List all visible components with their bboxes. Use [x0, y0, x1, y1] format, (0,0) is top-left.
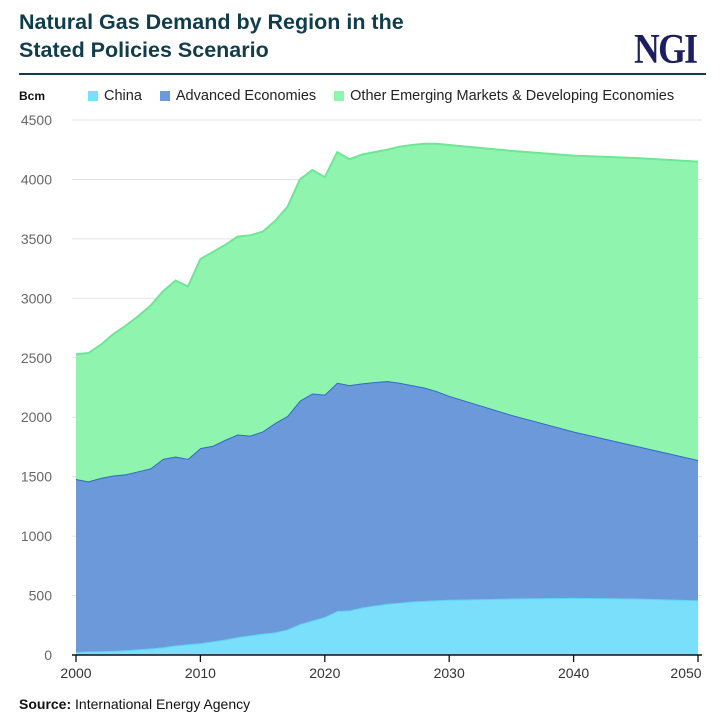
source-text: International Energy Agency — [75, 696, 251, 712]
x-tick-label: 2000 — [60, 665, 91, 681]
y-axis-unit: Bcm — [19, 89, 46, 103]
y-tick-label: 500 — [29, 588, 53, 604]
legend-item: Other Emerging Markets & Developing Econ… — [334, 88, 674, 104]
legend-swatch — [334, 91, 345, 101]
legend-swatch — [159, 91, 170, 101]
x-tick-label: 2010 — [185, 665, 216, 681]
x-tick-label: 2040 — [558, 665, 589, 681]
source-note: Source: International Energy Agency — [19, 696, 250, 712]
y-tick-label: 2500 — [21, 350, 52, 366]
chart-title: Natural Gas Demand by Region in the Stat… — [19, 8, 404, 64]
x-tick-label: 2050 — [670, 665, 701, 681]
area-2 — [76, 143, 698, 482]
area-0 — [76, 597, 698, 655]
header-divider — [19, 73, 706, 75]
legend: China Advanced Economies Other Emerging Ma… — [88, 88, 674, 104]
y-tick-label: 1000 — [21, 528, 52, 544]
legend-item: Advanced Economies — [159, 88, 317, 104]
y-tick-label: 3000 — [21, 290, 52, 306]
source-label: Source: — [19, 696, 72, 712]
legend-item: China — [88, 88, 142, 104]
series-line-2 — [75, 142, 699, 356]
x-tick-label: 2030 — [434, 665, 465, 681]
y-tick-label: 2000 — [21, 409, 52, 425]
ngi-logo: NGI — [633, 27, 698, 73]
y-tick-label: 4000 — [21, 171, 52, 187]
legend-label: Other Emerging Markets & Developing Econ… — [350, 88, 675, 104]
y-tick-label: 1500 — [21, 469, 52, 485]
y-tick-label: 0 — [44, 647, 52, 663]
title-line-2: Stated Policies Scenario — [19, 38, 269, 62]
y-tick-label: 3500 — [21, 231, 52, 247]
legend-label: Advanced Economies — [175, 88, 317, 104]
x-tick-label: 2020 — [309, 665, 340, 681]
legend-swatch — [88, 91, 98, 101]
title-line-1: Natural Gas Demand by Region in the — [19, 10, 404, 34]
y-tick-label: 4500 — [21, 112, 52, 128]
legend-label: China — [104, 88, 142, 104]
area-1 — [76, 380, 698, 653]
